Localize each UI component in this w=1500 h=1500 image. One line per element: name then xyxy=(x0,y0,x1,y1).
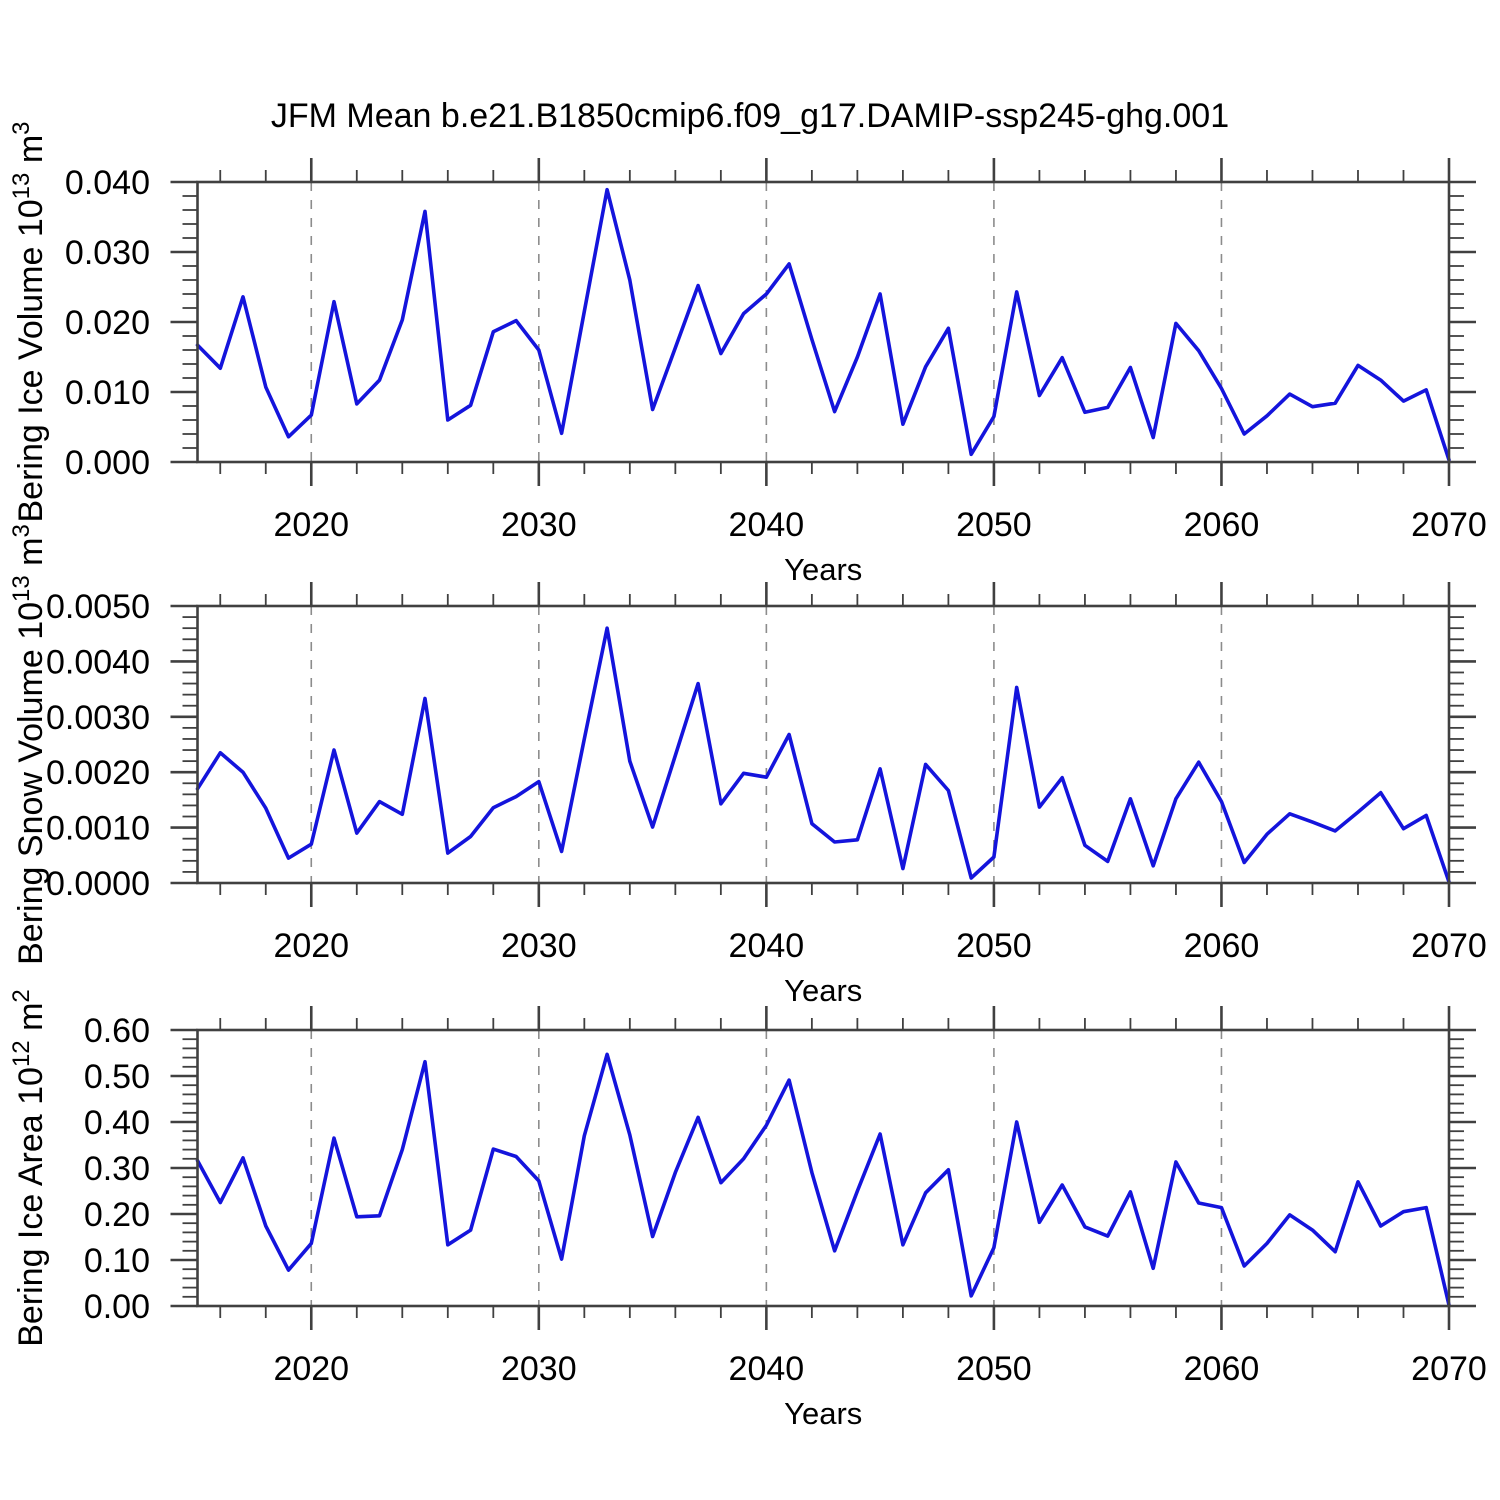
x-tick-label: 2040 xyxy=(729,1350,805,1388)
y-tick-label: 0.0020 xyxy=(46,754,150,792)
y-tick-label: 0.50 xyxy=(84,1058,150,1096)
y-tick-label: 0.0040 xyxy=(46,643,150,681)
y-tick-label: 0.040 xyxy=(65,164,150,202)
x-tick-label: 2040 xyxy=(729,927,805,965)
y-tick-label: 0.0030 xyxy=(46,699,150,737)
panel-ice-area: 0.00 0.10 0.20 0.30 0.40 0.50 0.60 2020 2030 2040… xyxy=(8,989,1487,1431)
x-tick-label: 2020 xyxy=(273,927,349,965)
data-line-ice-volume xyxy=(195,187,1451,462)
y-tick-label: 0.00 xyxy=(84,1288,150,1326)
x-tick-label: 2060 xyxy=(1184,927,1260,965)
x-tick-label: 2020 xyxy=(273,1350,349,1388)
data-line-snow-volume xyxy=(195,626,1451,884)
x-tick-label: 2060 xyxy=(1184,506,1260,544)
y-tick-label: 0.020 xyxy=(65,304,150,342)
chart-title: JFM Mean b.e21.B1850cmip6.f09_g17.DAMIP-… xyxy=(270,97,1230,135)
x-axis-title: Years xyxy=(784,552,862,587)
y-tick-label: 0.010 xyxy=(65,374,150,412)
y-tick-label: 0.30 xyxy=(84,1150,150,1188)
y-tick-label: 0.40 xyxy=(84,1104,150,1142)
x-tick-label: 2050 xyxy=(956,1350,1032,1388)
x-tick-label: 2040 xyxy=(729,506,805,544)
x-tick-label: 2070 xyxy=(1411,927,1487,965)
y-tick-label: 0.000 xyxy=(65,444,150,482)
data-line-ice-area xyxy=(195,1052,1451,1307)
y-tick-label: 0.0010 xyxy=(46,810,150,848)
axis-box xyxy=(196,1028,1451,1308)
y-tick-label: 0.0050 xyxy=(46,588,150,626)
y-axis-title: Bering Snow Volume 1013 m3 xyxy=(8,524,50,965)
x-tick-label: 2030 xyxy=(501,506,577,544)
x-tick-label: 2020 xyxy=(273,506,349,544)
y-tick-label: 0.60 xyxy=(84,1012,150,1050)
y-tick-label: 0.030 xyxy=(65,234,150,272)
panel-ice-volume: 0.000 0.010 0.020 0.030 0.040 2020 2030 2040 205… xyxy=(8,121,1487,587)
panel-snow-volume: 0.0000 0.0010 0.0020 0.0030 0.0040 0.0050 2020… xyxy=(8,524,1487,1008)
x-tick-label: 2030 xyxy=(501,1350,577,1388)
x-axis-title: Years xyxy=(784,1396,862,1431)
y-tick-label: 0.0000 xyxy=(46,865,150,903)
x-tick-label: 2030 xyxy=(501,927,577,965)
x-tick-label: 2050 xyxy=(956,506,1032,544)
x-tick-label: 2070 xyxy=(1411,506,1487,544)
y-tick-label: 0.10 xyxy=(84,1242,150,1280)
x-axis-title: Years xyxy=(784,973,862,1008)
axis-box xyxy=(196,604,1451,885)
x-tick-label: 2060 xyxy=(1184,1350,1260,1388)
y-tick-label: 0.20 xyxy=(84,1196,150,1234)
x-tick-label: 2050 xyxy=(956,927,1032,965)
y-axis-title: Bering Ice Volume 1013 m3 xyxy=(8,121,50,522)
x-tick-label: 2070 xyxy=(1411,1350,1487,1388)
y-axis-title: Bering Ice Area 1012 m2 xyxy=(8,989,50,1347)
